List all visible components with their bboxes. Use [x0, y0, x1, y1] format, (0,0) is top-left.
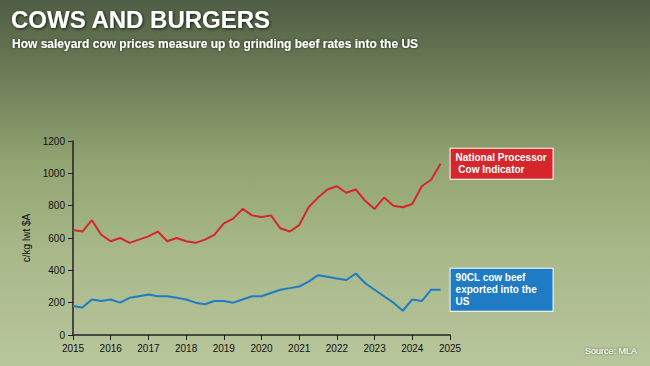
svg-text:2024: 2024	[401, 343, 424, 354]
svg-text:200: 200	[48, 297, 65, 308]
svg-text:2021: 2021	[288, 343, 311, 354]
svg-text:How saleyard cow prices measur: How saleyard cow prices measure up to gr…	[12, 37, 418, 51]
svg-text:1000: 1000	[43, 168, 66, 179]
svg-text:National Processor: National Processor	[456, 152, 547, 163]
svg-text:2018: 2018	[175, 343, 198, 354]
svg-text:exported into the: exported into the	[456, 284, 540, 295]
svg-text:2017: 2017	[137, 343, 160, 354]
svg-text:c/kg lwt $A: c/kg lwt $A	[21, 214, 32, 263]
svg-text:2022: 2022	[326, 343, 349, 354]
svg-text:Cow Indicator: Cow Indicator	[456, 164, 525, 175]
svg-text:2023: 2023	[363, 343, 386, 354]
svg-text:0: 0	[59, 330, 65, 341]
svg-text:2020: 2020	[250, 343, 273, 354]
svg-text:2016: 2016	[100, 343, 123, 354]
svg-text:400: 400	[48, 265, 65, 276]
svg-text:COWS AND BURGERS: COWS AND BURGERS	[11, 6, 270, 33]
svg-text:2015: 2015	[62, 343, 85, 354]
svg-text:90CL cow beef: 90CL cow beef	[456, 272, 529, 283]
svg-text:2025: 2025	[439, 343, 462, 354]
svg-text:Source: MLA: Source: MLA	[585, 346, 637, 356]
svg-text:US: US	[456, 296, 470, 307]
svg-text:600: 600	[48, 233, 65, 244]
svg-text:1200: 1200	[43, 136, 66, 147]
svg-text:2019: 2019	[213, 343, 236, 354]
svg-text:800: 800	[48, 200, 65, 211]
